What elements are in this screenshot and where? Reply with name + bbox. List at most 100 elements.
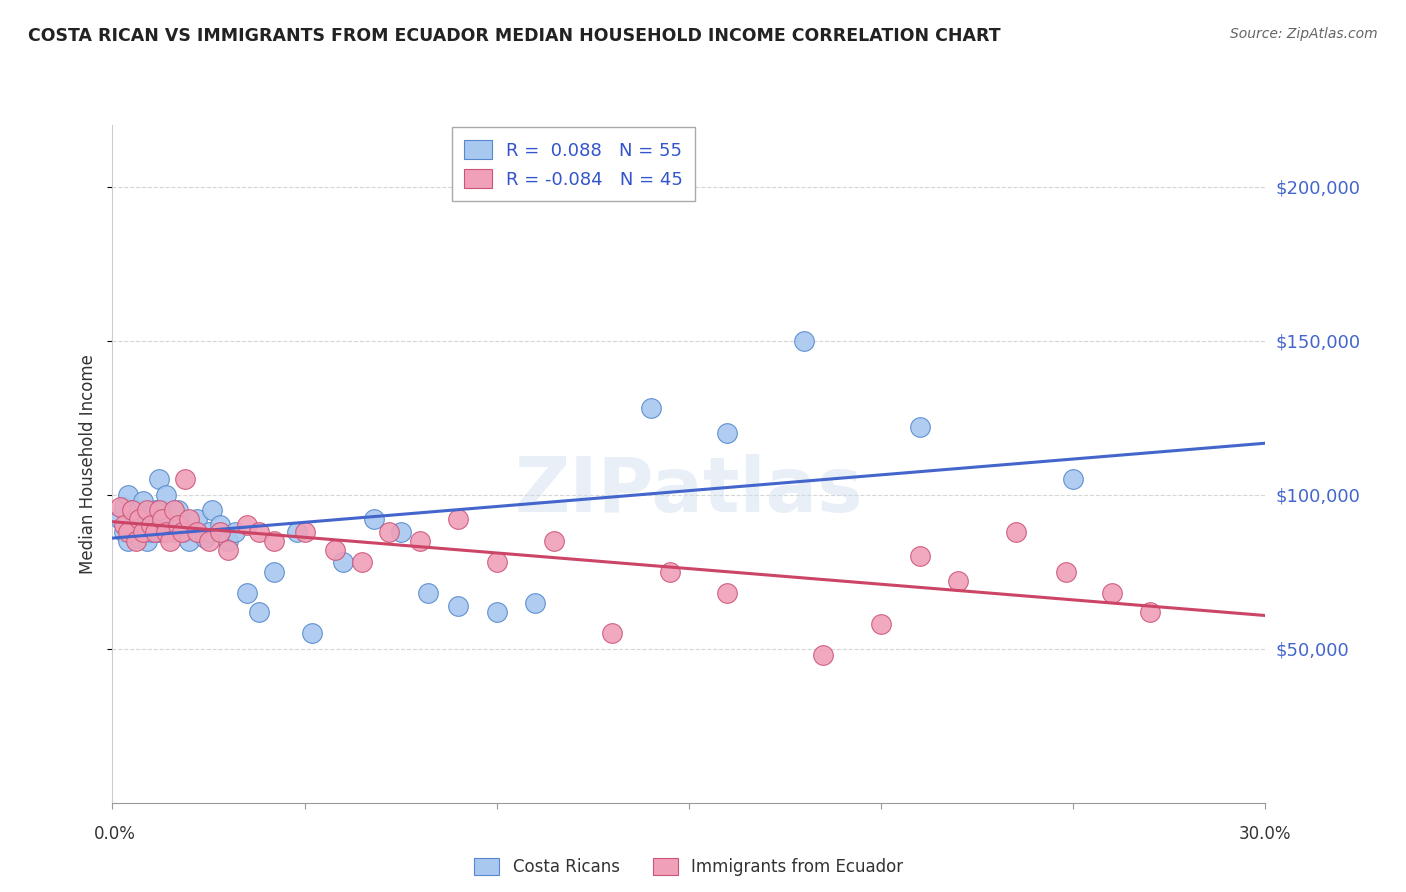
Point	[908, 420, 931, 434]
Point	[363, 512, 385, 526]
Point	[485, 556, 508, 570]
Point	[197, 533, 219, 548]
Point	[166, 503, 188, 517]
Point	[143, 503, 166, 517]
Point	[117, 533, 139, 548]
Point	[409, 533, 432, 548]
Point	[174, 524, 197, 539]
Point	[236, 586, 259, 600]
Point	[908, 549, 931, 564]
Point	[148, 524, 170, 539]
Point	[447, 512, 470, 526]
Point	[139, 524, 162, 539]
Point	[332, 556, 354, 570]
Point	[136, 509, 159, 524]
Text: 30.0%: 30.0%	[1239, 825, 1292, 843]
Point	[658, 565, 681, 579]
Point	[124, 512, 146, 526]
Point	[197, 524, 219, 539]
Point	[186, 512, 208, 526]
Point	[132, 524, 155, 539]
Point	[159, 518, 181, 533]
Point	[163, 524, 186, 539]
Point	[1004, 524, 1026, 539]
Point	[247, 605, 270, 619]
Text: 0.0%: 0.0%	[94, 825, 136, 843]
Point	[946, 574, 969, 588]
Point	[1139, 605, 1161, 619]
Point	[139, 512, 162, 526]
Point	[247, 524, 270, 539]
Point	[143, 524, 166, 539]
Point	[179, 533, 201, 548]
Point	[217, 533, 239, 548]
Point	[108, 500, 131, 514]
Point	[236, 518, 259, 533]
Point	[524, 595, 547, 609]
Point	[155, 524, 177, 539]
Point	[325, 543, 347, 558]
Point	[870, 617, 893, 632]
Point	[174, 472, 197, 486]
Point	[1054, 565, 1077, 579]
Point	[112, 518, 135, 533]
Point	[485, 605, 508, 619]
Point	[447, 599, 470, 613]
Point	[117, 488, 139, 502]
Point	[132, 524, 155, 539]
Point	[148, 472, 170, 486]
Point	[186, 524, 208, 539]
Point	[124, 524, 146, 539]
Point	[128, 503, 150, 517]
Point	[117, 524, 139, 539]
Point	[170, 524, 193, 539]
Point	[152, 512, 174, 526]
Point	[179, 512, 201, 526]
Point	[209, 524, 232, 539]
Point	[813, 648, 835, 662]
Point	[112, 524, 135, 539]
Point	[285, 524, 308, 539]
Point	[209, 518, 232, 533]
Point	[121, 503, 143, 517]
Point	[143, 518, 166, 533]
Point	[352, 556, 374, 570]
Point	[136, 503, 159, 517]
Point	[152, 503, 174, 517]
Point	[640, 401, 662, 416]
Point	[132, 493, 155, 508]
Point	[1062, 472, 1084, 486]
Point	[263, 565, 285, 579]
Point	[543, 533, 565, 548]
Point	[263, 533, 285, 548]
Point	[600, 626, 623, 640]
Point	[389, 524, 412, 539]
Point	[128, 512, 150, 526]
Point	[217, 543, 239, 558]
Point	[224, 524, 246, 539]
Point	[155, 512, 177, 526]
Point	[128, 531, 150, 545]
Text: COSTA RICAN VS IMMIGRANTS FROM ECUADOR MEDIAN HOUSEHOLD INCOME CORRELATION CHART: COSTA RICAN VS IMMIGRANTS FROM ECUADOR M…	[28, 27, 1001, 45]
Point	[148, 503, 170, 517]
Point	[170, 518, 193, 533]
Point	[378, 524, 401, 539]
Point	[166, 518, 188, 533]
Point	[194, 531, 217, 545]
Point	[1101, 586, 1123, 600]
Point	[121, 503, 143, 517]
Point	[112, 500, 135, 514]
Point	[716, 425, 738, 440]
Text: Source: ZipAtlas.com: Source: ZipAtlas.com	[1230, 27, 1378, 41]
Point	[201, 503, 224, 517]
Point	[136, 533, 159, 548]
Point	[108, 512, 131, 526]
Point	[139, 518, 162, 533]
Point	[155, 488, 177, 502]
Point	[159, 533, 181, 548]
Point	[793, 334, 815, 348]
Legend: Costa Ricans, Immigrants from Ecuador: Costa Ricans, Immigrants from Ecuador	[461, 845, 917, 889]
Point	[716, 586, 738, 600]
Point	[163, 503, 186, 517]
Point	[416, 586, 439, 600]
